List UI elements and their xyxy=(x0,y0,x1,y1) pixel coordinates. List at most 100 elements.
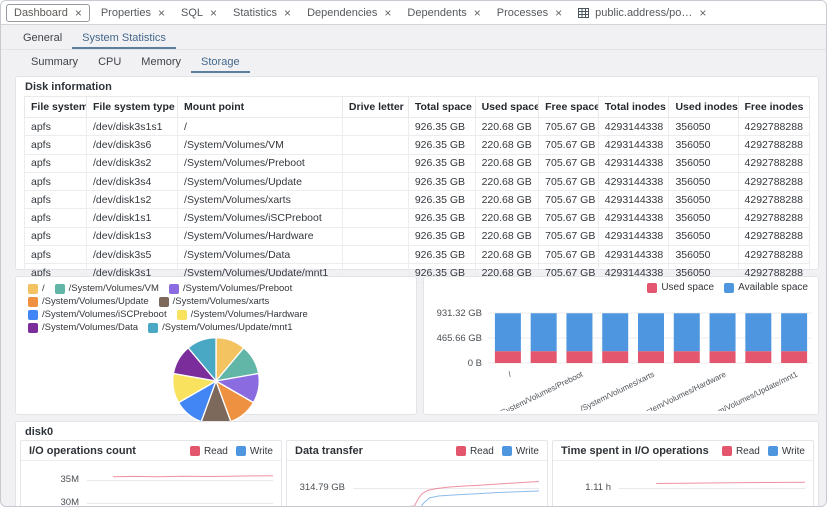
table-cell: /dev/disk3s5 xyxy=(85,245,179,265)
table-cell: 4292788288 xyxy=(737,245,811,265)
data-transfer-header: Data transfer Read Write xyxy=(287,441,547,461)
tab-label: Dependents xyxy=(407,6,467,19)
tab-close-icon[interactable]: × xyxy=(555,5,563,20)
table-cell: 4293144338 xyxy=(597,116,670,137)
pie-legend-item-[interactable]: / xyxy=(28,283,45,294)
legend-item-read[interactable]: Read xyxy=(455,446,494,457)
space-bar-panel: Used space Available space 931.32 GB 465.6… xyxy=(423,276,819,415)
table-row: apfs/dev/disk3s6/System/Volumes/VM 926.35… xyxy=(24,135,811,155)
disk-table-head: File system File system type Mount point Dr… xyxy=(24,96,811,118)
bar-available-segment xyxy=(781,313,808,352)
col-header-file-system: File system xyxy=(24,96,87,118)
disk0-panels: I/O operations count Read Write 35M 30M Data … xyxy=(16,440,818,507)
table-cell: /dev/disk1s2 xyxy=(85,190,179,210)
legend-swatch xyxy=(501,446,512,456)
pie-legend-item-system-volumes-data[interactable]: /System/Volumes/Data xyxy=(28,322,138,333)
bar-used-segment xyxy=(566,351,593,363)
legend-swatch xyxy=(176,309,187,320)
table-cell: 705.67 GB xyxy=(538,153,599,173)
tab-label: Dependencies xyxy=(307,6,378,19)
tab-close-icon[interactable]: × xyxy=(157,5,165,20)
pie-legend-item-system-volumes-preboot[interactable]: /System/Volumes/Preboot xyxy=(168,283,293,294)
pie-legend-item-system-volumes-xarts[interactable]: /System/Volumes/xarts xyxy=(158,296,269,307)
legend-label: / xyxy=(42,283,45,294)
tab-statistics[interactable]: Statistics × xyxy=(225,5,299,21)
tab-memory[interactable]: Memory xyxy=(141,56,182,68)
table-cell xyxy=(341,245,409,265)
bar-available-segment xyxy=(638,313,664,352)
tab-dashboard[interactable]: Dashboard × xyxy=(6,3,90,22)
table-cell: 705.67 GB xyxy=(538,171,599,192)
tab-close-icon[interactable]: × xyxy=(699,5,707,20)
legend-label: Write xyxy=(249,445,273,457)
legend-swatch xyxy=(28,296,38,307)
table-cell: 356050 xyxy=(668,190,739,210)
table-row: apfs/dev/disk1s3/System/Volumes/Hardware… xyxy=(24,226,811,247)
tab-dependents[interactable]: Dependents × xyxy=(399,5,488,21)
tab-system-statistics[interactable]: System Statistics xyxy=(72,28,176,49)
pie-legend-item-system-volumes-update[interactable]: /System/Volumes/Update xyxy=(28,296,149,307)
table-cell: apfs xyxy=(24,208,87,228)
legend-label: /System/Volumes/Preboot xyxy=(182,283,293,294)
table-cell: 356050 xyxy=(668,153,739,173)
pie-legend-item-system-volumes-hardware[interactable]: /System/Volumes/Hardware xyxy=(176,309,308,320)
tab-dependencies[interactable]: Dependencies × xyxy=(299,5,399,21)
tab-close-icon[interactable]: × xyxy=(74,5,82,20)
table-cell: 705.67 GB xyxy=(538,208,599,228)
pie-slice xyxy=(187,337,217,383)
table-cell: 356050 xyxy=(668,116,739,137)
table-row: apfs/dev/disk3s2/System/Volumes/Preboot 9… xyxy=(24,153,811,173)
io-operations-count-lines xyxy=(87,463,273,507)
legend-item-write[interactable]: Write xyxy=(767,446,805,457)
table-row: apfs/dev/disk3s1s1/ 926.35 GB 220.68 GB 705… xyxy=(24,116,811,137)
legend-swatch xyxy=(54,283,65,294)
legend-item-read[interactable]: Read xyxy=(189,445,228,457)
table-cell: /System/Volumes/Preboot xyxy=(177,153,343,173)
legend-label: /System/Volumes/VM xyxy=(68,283,159,294)
legend-label: Read xyxy=(203,445,228,457)
legend-swatch xyxy=(724,282,735,293)
bar-ytick-label: 931.32 GB xyxy=(437,308,482,319)
legend-item-write[interactable]: Write xyxy=(235,445,273,457)
legend-swatch xyxy=(168,283,179,294)
pie-legend-item-system-volumes-vm[interactable]: /System/Volumes/VM xyxy=(54,283,159,294)
tab-close-icon[interactable]: × xyxy=(210,5,218,20)
legend-item-write[interactable]: Write xyxy=(501,446,539,457)
table-cell: 356050 xyxy=(668,245,739,265)
table-cell: 705.67 GB xyxy=(538,116,599,137)
io-operations-count-panel: I/O operations count Read Write 35M 30M xyxy=(20,440,282,507)
bar-used-segment xyxy=(602,351,629,363)
tab-close-icon[interactable]: × xyxy=(473,5,481,20)
table-cell: 4292788288 xyxy=(737,153,811,173)
bar-legend-item-available-space[interactable]: Available space xyxy=(724,282,808,293)
table-cell: 4293144338 xyxy=(597,190,670,210)
disk-information-title: Disk information xyxy=(25,81,112,93)
tab-public-address-po[interactable]: public.address/po… × xyxy=(570,5,714,21)
table-cell xyxy=(341,226,409,247)
tab-general[interactable]: General xyxy=(23,32,63,44)
table-cell: 705.67 GB xyxy=(538,135,599,155)
tab-summary[interactable]: Summary xyxy=(31,56,79,68)
bar-legend-item-used-space[interactable]: Used space xyxy=(647,282,714,293)
table-cell: 705.67 GB xyxy=(538,190,599,210)
tab-properties[interactable]: Properties × xyxy=(93,5,173,21)
bar-used-segment xyxy=(494,351,521,363)
tab-label: SQL xyxy=(181,6,204,19)
pie-legend-item-system-volumes-update-mnt1[interactable]: /System/Volumes/Update/mnt1 xyxy=(148,322,293,333)
legend-item-read[interactable]: Read xyxy=(721,446,760,457)
table-cell: apfs xyxy=(24,171,87,192)
table-cell: 356050 xyxy=(668,226,739,247)
table-row: apfs/dev/disk1s2/System/Volumes/xarts 926… xyxy=(24,190,811,210)
tab-storage[interactable]: Storage xyxy=(191,52,250,73)
tab-processes[interactable]: Processes × xyxy=(489,5,570,21)
pie-legend-item-system-volumes-iscpreboot[interactable]: /System/Volumes/iSCPreboot xyxy=(28,309,167,320)
bar-used-segment xyxy=(781,351,808,363)
tab-bar: Dashboard × Properties × SQL × Statistics × Depe… xyxy=(1,1,826,25)
tab-close-icon[interactable]: × xyxy=(384,5,392,20)
tab-cpu[interactable]: CPU xyxy=(98,56,122,68)
tab-sql[interactable]: SQL × xyxy=(173,5,225,21)
tab-close-icon[interactable]: × xyxy=(284,5,292,20)
col-header-file-system-type: File system type xyxy=(85,96,179,118)
table-cell: 4293144338 xyxy=(597,135,670,155)
